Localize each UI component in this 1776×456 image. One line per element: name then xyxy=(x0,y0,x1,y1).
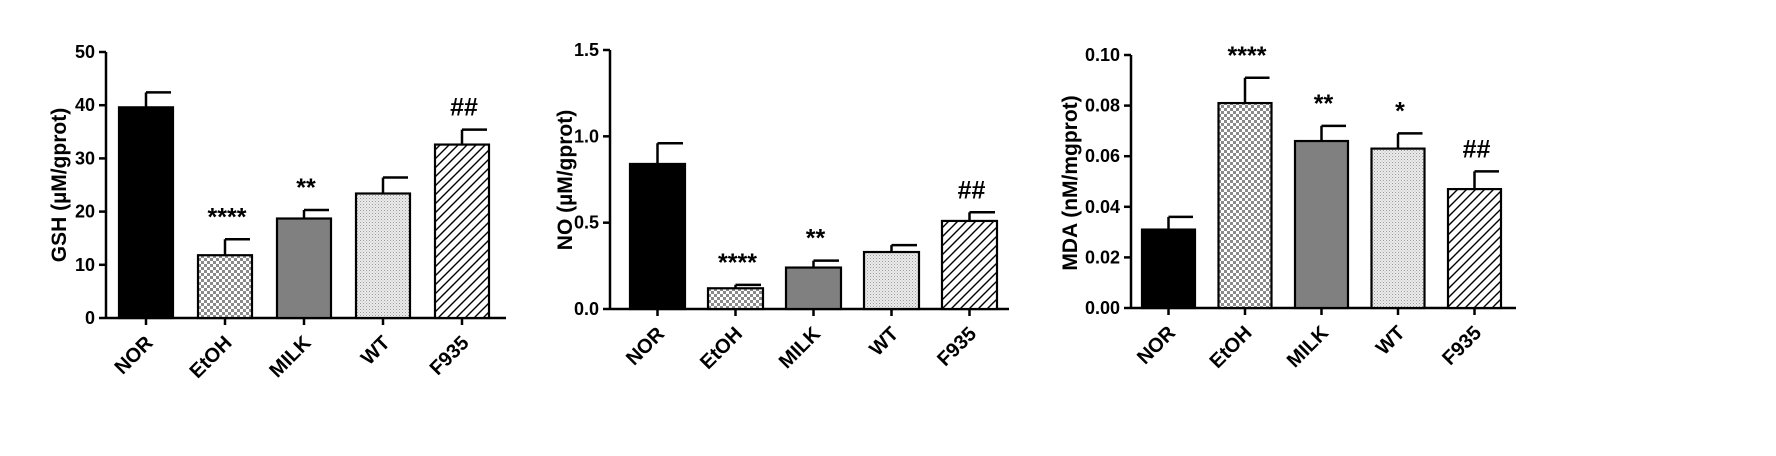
x-tick-label: NOR xyxy=(1133,322,1180,369)
bar-wt xyxy=(862,250,921,311)
significance-marker: ## xyxy=(450,94,478,122)
significance-marker: ** xyxy=(806,225,826,253)
chart-panel-2: 0.0 0.5 1.0 1.5 NO (µM/gprot) NOR EtOH **** MILK… xyxy=(554,40,1009,374)
y-tick-label: 0.08 xyxy=(1085,96,1120,116)
bar-milk xyxy=(275,217,333,320)
x-tick-label: EtOH xyxy=(696,323,747,374)
x-tick-label: WT xyxy=(357,332,395,370)
significance-marker: **** xyxy=(208,203,247,231)
x-tick-label: WT xyxy=(1372,322,1410,360)
bar-etoh xyxy=(1217,101,1273,310)
x-tick-label: NOR xyxy=(111,332,158,379)
x-tick-label: EtOH xyxy=(186,332,237,383)
y-axis-title: NO (µM/gprot) xyxy=(554,110,577,250)
x-tick-label: MILK xyxy=(265,332,316,383)
y-tick-label: 0.02 xyxy=(1085,247,1120,267)
bar-f935 xyxy=(1446,187,1503,310)
bar-nor xyxy=(628,162,687,311)
bar-f935 xyxy=(940,219,999,311)
bar-etoh xyxy=(706,287,765,311)
x-tick-label: MILK xyxy=(775,323,826,374)
x-tick-label: NOR xyxy=(622,323,669,370)
y-tick-label: 20 xyxy=(75,202,95,222)
bar-milk xyxy=(784,266,843,311)
y-tick-label: 1.0 xyxy=(574,126,599,146)
chart-panel-3: 0.00 0.02 0.04 0.06 0.08 0.10 MDA (nM/mgprot) N… xyxy=(1059,42,1516,373)
bar-f935 xyxy=(433,143,491,320)
y-axis-title: MDA (nM/mgprot) xyxy=(1059,95,1082,270)
y-tick-label: 0.10 xyxy=(1085,45,1120,65)
y-tick-label: 40 xyxy=(75,95,95,115)
x-tick-label: F935 xyxy=(426,332,474,380)
significance-marker: * xyxy=(1395,97,1405,125)
bar-milk xyxy=(1293,139,1350,310)
x-tick-label: WT xyxy=(865,323,903,361)
x-tick-label: EtOH xyxy=(1206,322,1257,373)
bar-nor xyxy=(1140,228,1197,310)
significance-marker: ** xyxy=(1314,90,1334,118)
y-tick-label: 0.0 xyxy=(574,299,599,319)
x-tick-label: F935 xyxy=(1438,322,1486,370)
significance-marker: **** xyxy=(718,249,757,277)
y-tick-label: 0 xyxy=(85,308,95,328)
bar-nor xyxy=(117,106,175,320)
bar-wt xyxy=(354,192,412,320)
y-tick-label: 10 xyxy=(75,255,95,275)
y-tick-label: 50 xyxy=(75,42,95,62)
chart-panel-1: 0 10 20 30 40 50 GSH (µM/gprot) NOR EtOH **** MILK… xyxy=(48,42,506,383)
x-tick-label: F935 xyxy=(933,323,981,371)
significance-marker: ## xyxy=(958,176,986,204)
y-axis-title: GSH (µM/gprot) xyxy=(48,108,71,262)
y-tick-label: 1.5 xyxy=(574,40,599,60)
bar-wt xyxy=(1370,147,1426,310)
bar-etoh xyxy=(196,254,254,320)
significance-marker: **** xyxy=(1228,42,1267,70)
significance-marker: ** xyxy=(296,174,316,202)
y-tick-label: 0.00 xyxy=(1085,298,1120,318)
y-tick-label: 30 xyxy=(75,148,95,168)
x-tick-label: MILK xyxy=(1283,322,1334,373)
y-tick-label: 0.5 xyxy=(574,213,599,233)
y-tick-label: 0.06 xyxy=(1085,146,1120,166)
significance-marker: ## xyxy=(1463,135,1491,163)
y-tick-label: 0.04 xyxy=(1085,197,1120,217)
